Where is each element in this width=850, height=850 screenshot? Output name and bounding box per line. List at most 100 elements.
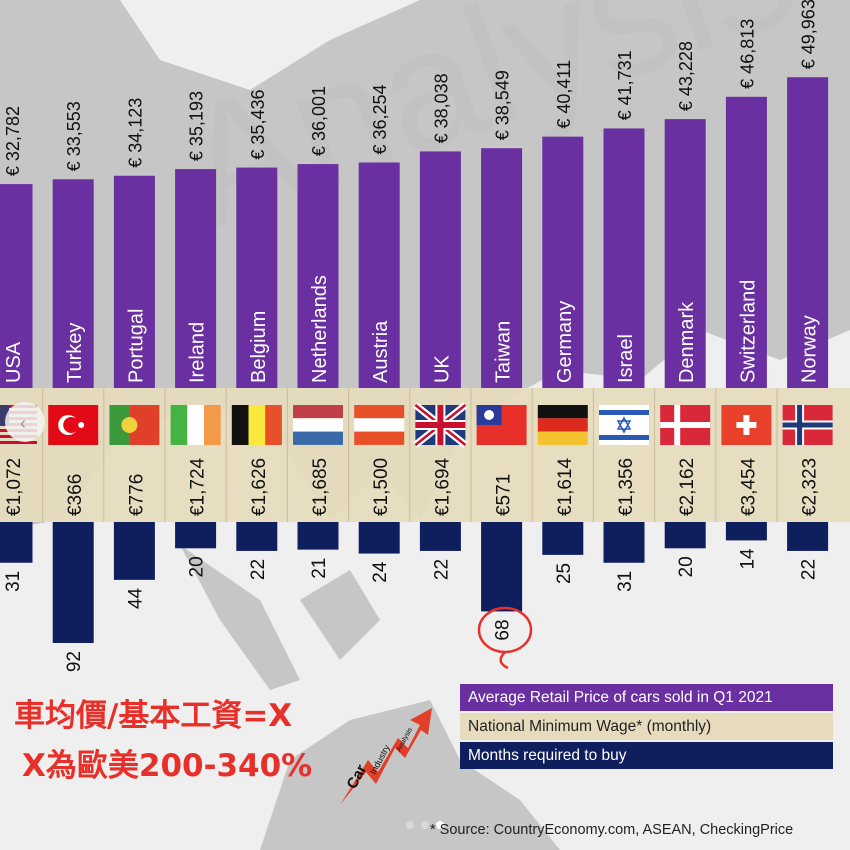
wage-label: €1,614 — [555, 457, 576, 516]
price-bar — [542, 136, 584, 388]
flag-austria-icon — [354, 405, 405, 445]
slide-dot-2[interactable] — [421, 821, 429, 829]
price-bar — [664, 119, 706, 389]
country-label: Turkey — [64, 323, 86, 383]
flag-green — [109, 405, 130, 445]
flag-stripe — [204, 405, 221, 445]
months-bar — [175, 522, 217, 549]
flag-germany-icon — [537, 405, 588, 445]
wage-label: €1,500 — [371, 458, 392, 516]
months-label: 22 — [431, 559, 452, 580]
flag-stripe — [293, 405, 343, 419]
wage-label: €2,162 — [677, 458, 698, 516]
flag-emblem — [121, 417, 138, 433]
months-label: 31 — [615, 571, 636, 592]
country-label: Ireland — [187, 322, 209, 383]
flag-cross — [736, 415, 757, 435]
wage-label: €1,356 — [616, 458, 637, 516]
price-bar — [481, 148, 523, 388]
country-label: Netherlands — [309, 275, 331, 383]
flag-stripe — [293, 418, 343, 432]
country-label: USA — [3, 341, 25, 383]
price-label: € 46,813 — [737, 19, 757, 89]
country-label: UK — [431, 355, 453, 383]
wage-label: €1,694 — [432, 457, 453, 516]
flag-stripe — [187, 405, 204, 445]
price-bar — [603, 128, 645, 389]
flag-stripe — [170, 405, 188, 445]
flag-stripe — [537, 405, 588, 419]
price-label: € 35,193 — [187, 91, 207, 161]
flag-norway-icon — [782, 405, 833, 445]
price-label: € 41,731 — [615, 50, 635, 120]
months-bar — [481, 522, 523, 612]
flag-cross — [660, 405, 711, 445]
flag-stripe — [537, 431, 588, 445]
price-label: € 49,963 — [799, 0, 819, 69]
flag-stripe — [354, 431, 405, 445]
wage-label: €571 — [494, 474, 515, 516]
months-bar — [236, 522, 278, 551]
flag-stripe — [599, 410, 649, 415]
price-bar — [787, 77, 829, 389]
source-note: * Source: CountryEconomy.com, ASEAN, Che… — [430, 822, 794, 838]
price-bar — [725, 96, 767, 388]
slide-dot-1[interactable] — [406, 821, 414, 829]
months-label: 68 — [493, 619, 514, 640]
months-bar — [787, 522, 829, 551]
months-bar — [419, 522, 461, 551]
price-label: € 32,782 — [3, 106, 23, 176]
months-label: 22 — [799, 559, 820, 580]
months-label: 24 — [370, 561, 391, 583]
flag-stripe — [265, 405, 282, 445]
flag-star — [78, 422, 85, 428]
months-label: 20 — [676, 556, 697, 577]
flag-stripe — [248, 405, 266, 445]
flag-belgium-icon — [231, 405, 282, 445]
months-bar — [52, 522, 94, 643]
months-bar — [0, 522, 33, 563]
flag-canton — [0, 405, 9, 426]
wage-label: €1,724 — [188, 457, 209, 516]
months-label: 21 — [309, 558, 330, 579]
wage-label: €366 — [65, 474, 86, 516]
flag-turkey-icon — [48, 405, 99, 445]
price-label: € 43,228 — [676, 41, 696, 111]
legend-price: Average Retail Price of cars sold in Q1 … — [460, 684, 833, 711]
price-bar — [113, 175, 155, 388]
wage-label: €3,454 — [738, 457, 759, 516]
price-label: € 38,549 — [493, 70, 513, 140]
price-label: € 40,411 — [554, 60, 574, 129]
flag-taiwan-icon — [476, 405, 527, 445]
months-bar — [358, 522, 400, 554]
flag-stripe — [293, 431, 343, 445]
price-bar — [236, 167, 278, 388]
price-bar — [297, 164, 339, 388]
months-label: 31 — [3, 571, 24, 592]
country-label: Taiwan — [493, 321, 515, 383]
price-bar — [419, 151, 461, 388]
country-label: Portugal — [125, 309, 147, 384]
flag-netherlands-icon — [293, 405, 343, 445]
months-bar — [603, 522, 645, 563]
price-label: € 35,436 — [248, 90, 268, 160]
months-bar — [113, 522, 155, 580]
flag-cross-blue — [782, 405, 833, 445]
flag-uk-icon — [413, 402, 468, 448]
flag-sun — [484, 410, 495, 420]
flag-stripe — [0, 441, 37, 444]
chevron-left-icon: ‹ — [20, 413, 26, 433]
flag-denmark-icon — [660, 405, 711, 445]
months-label: 92 — [64, 651, 85, 672]
slide-dot-3-active[interactable] — [436, 821, 444, 829]
flag-stripe — [354, 405, 405, 419]
flag-stripe — [231, 405, 249, 445]
carousel-prev-button[interactable] — [5, 402, 45, 442]
flag-crescent-cut — [63, 417, 80, 433]
flag-star — [616, 416, 632, 434]
flag-israel-icon — [599, 405, 649, 445]
price-bar — [0, 184, 33, 388]
country-label: Belgium — [248, 311, 270, 383]
months-label: 14 — [737, 548, 758, 570]
